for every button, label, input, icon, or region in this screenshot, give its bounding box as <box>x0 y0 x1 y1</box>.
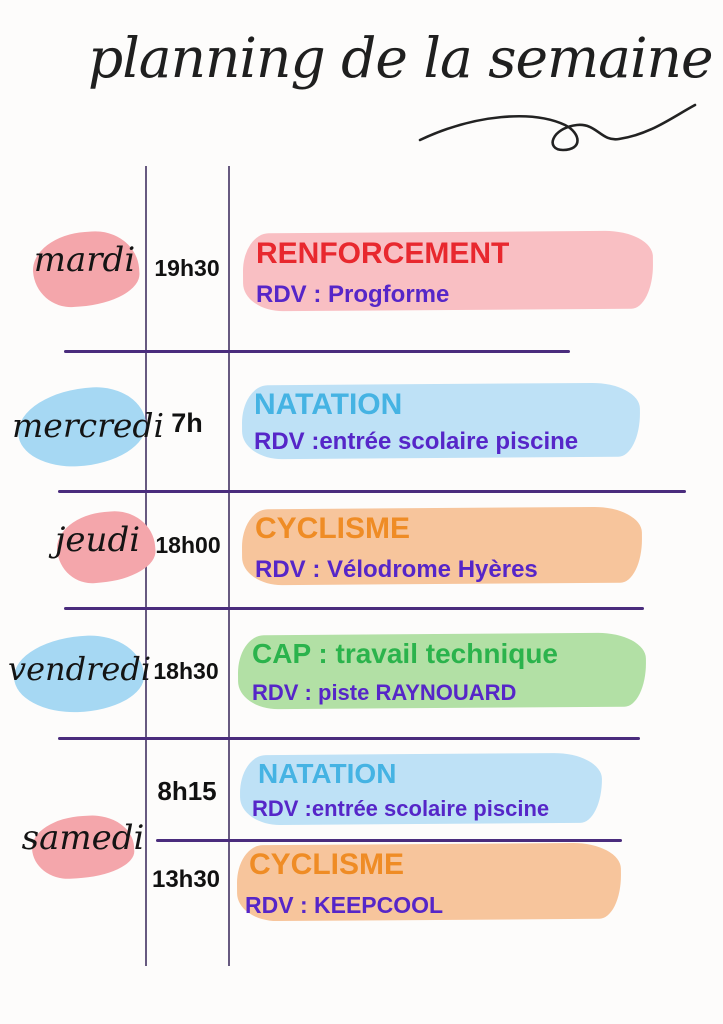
activity-title-mercredi: NATATION <box>254 388 403 421</box>
samedi-entry-separator <box>156 839 622 842</box>
activity-rdv-mercredi: RDV :entrée scolaire piscine <box>254 428 579 455</box>
day-label-mardi: mardi <box>33 240 136 280</box>
day-label-jeudi: jeudi <box>54 520 141 560</box>
row-separator-jeudi <box>64 607 644 610</box>
row-separator-vendredi <box>58 737 640 740</box>
activity-title-vendredi: CAP : travail technique <box>252 638 559 669</box>
activity-rdv-jeudi: RDV : Vélodrome Hyères <box>255 556 538 583</box>
activity-rdv-samedi-cyclisme: RDV : KEEPCOOL <box>245 892 444 918</box>
activity-rdv-vendredi: RDV : piste RAYNOUARD <box>252 680 517 705</box>
activity-rdv-samedi-natation: RDV :entrée scolaire piscine <box>252 796 550 821</box>
grid-vline-right <box>228 166 230 966</box>
time-mardi: 19h30 <box>154 255 220 281</box>
time-samedi-cyclisme: 13h30 <box>151 866 221 893</box>
day-label-mercredi: mercredi <box>12 406 165 445</box>
time-mercredi: 7h <box>171 408 203 438</box>
activity-title-samedi-cyclisme: CYCLISME <box>249 848 405 881</box>
page-title: planning de la semaine <box>88 26 714 90</box>
activity-title-mardi: RENFORCEMENT <box>256 237 510 270</box>
activity-rdv-mardi: RDV : Progforme <box>256 281 450 308</box>
time-jeudi: 18h00 <box>155 532 221 558</box>
row-separator-mercredi <box>58 490 686 493</box>
time-vendredi: 18h30 <box>153 658 219 684</box>
day-label-vendredi: vendredi <box>8 650 152 688</box>
activity-title-samedi-natation: NATATION <box>258 758 397 789</box>
time-samedi-natation: 8h15 <box>157 776 217 806</box>
title-flourish-icon <box>418 103 697 152</box>
day-label-samedi: samedi <box>21 818 145 858</box>
activity-title-jeudi: CYCLISME <box>255 512 411 545</box>
row-separator-mardi <box>64 350 570 353</box>
